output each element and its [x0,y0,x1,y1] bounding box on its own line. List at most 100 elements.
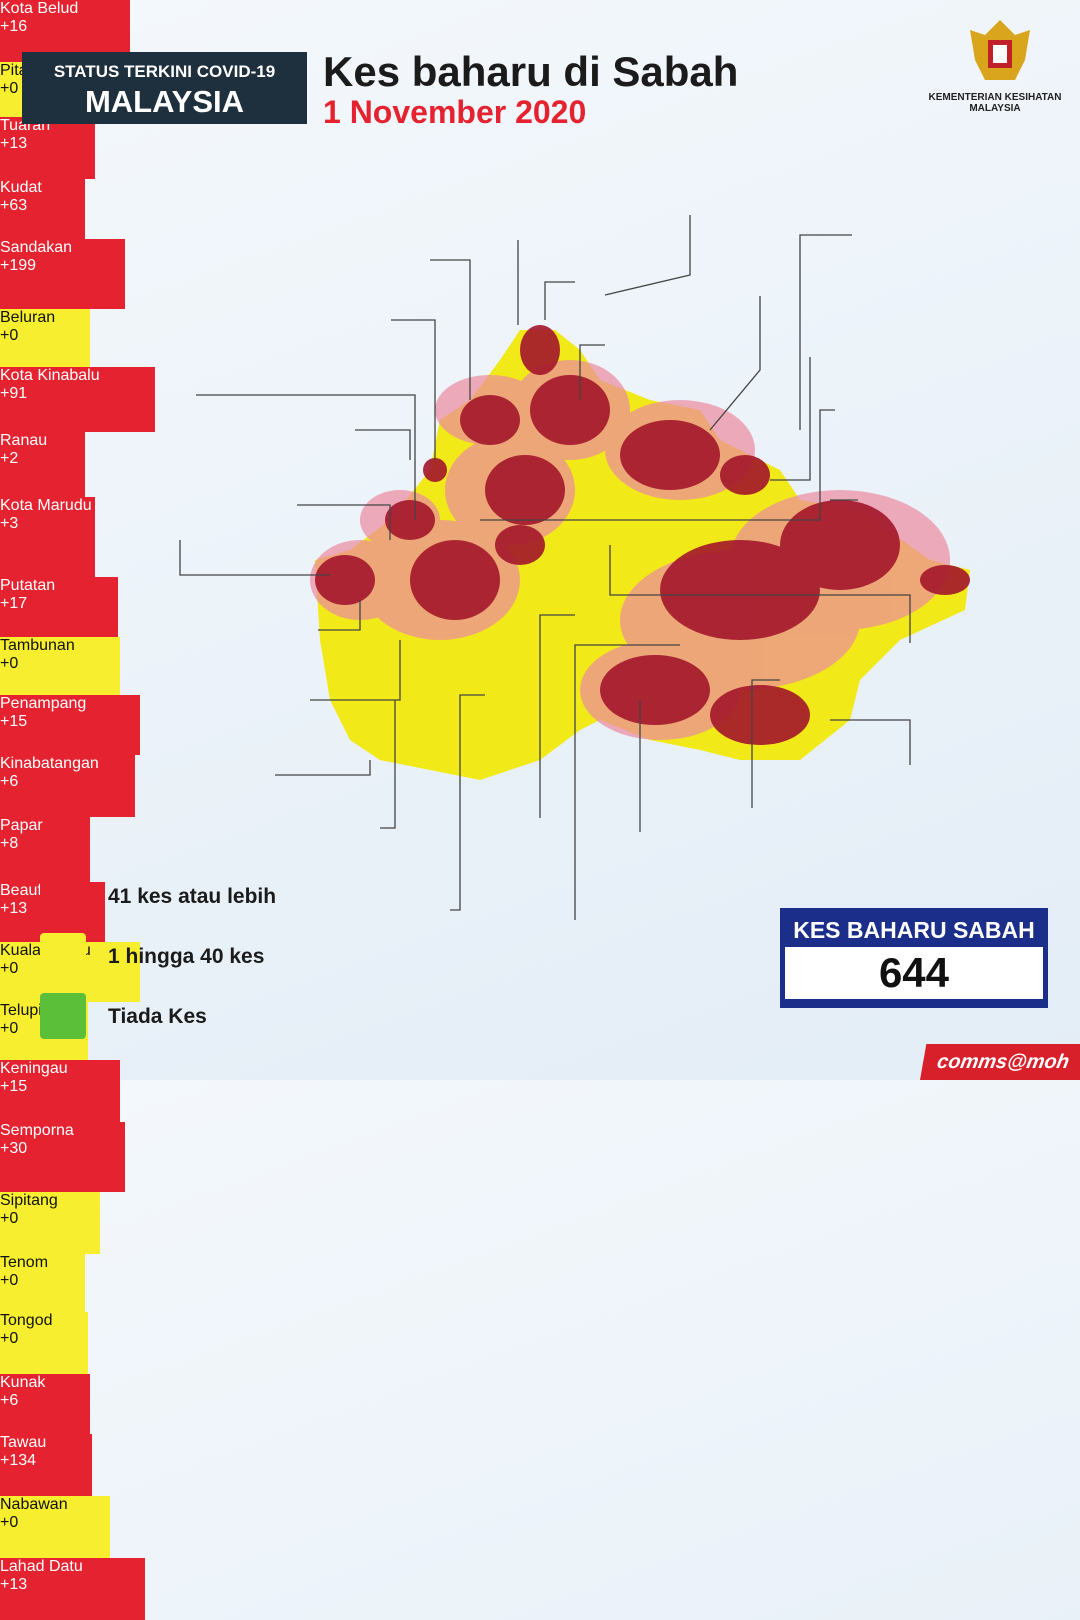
district-cases: +0 [0,655,19,672]
leader-line [310,640,401,701]
leader-line [770,357,811,481]
sabah-map [179,215,970,920]
district-box: Nabawan +0 [0,1496,110,1558]
leader-line [579,344,605,400]
leader-line [539,614,575,818]
district-name: Kota Marudu [0,497,92,514]
badge-line1: STATUS TERKINI COVID-19 [53,62,276,81]
district-box: Tawau +134 [0,1434,92,1496]
district-box: Tenom +0 [0,1254,85,1312]
district-box: Beluran +0 [0,309,90,367]
district-name: Tambunan [0,637,75,654]
district-name: Semporna [0,1122,74,1139]
leader-lines [179,215,911,920]
leader-line [574,644,680,920]
district-cases: +199 [0,257,37,274]
leader-line [430,259,471,400]
district-cases: +6 [0,773,19,790]
district-cases: +0 [0,1330,19,1347]
leader-line [275,760,371,776]
district-name: Kunak [0,1374,46,1391]
district-box: Kinabatangan +6 [0,755,135,817]
district-name: Keningau [0,1060,68,1077]
district-cases: +134 [0,1452,37,1469]
district-box: Tongod +0 [0,1312,88,1374]
district-cases: +0 [0,1020,19,1037]
district-cases: +15 [0,713,28,730]
district-name: Nabawan [0,1496,68,1513]
district-cases: +3 [0,515,19,532]
district-box: Tuaran +13 [0,117,95,179]
district-cases: +0 [0,1272,19,1289]
district-cases: +2 [0,450,19,467]
legend-swatch [40,933,86,979]
district-box: Kota Kinabalu +91 [0,367,155,432]
leader-line [450,694,485,911]
district-box: Penampang +15 [0,695,140,755]
district-name: Kota Belud [0,0,79,17]
crest [970,20,1030,80]
leader-line [391,319,436,460]
legend-swatch [40,993,86,1039]
leader-line [355,429,411,460]
district-box: Lahad Datu +13 [0,1558,145,1620]
district-name: Telupid [0,1002,51,1019]
district-cases: +0 [0,327,19,344]
leader-line [544,281,575,320]
leader-line [709,296,761,431]
district-name: Sipitang [0,1192,58,1209]
district-cases: +16 [0,18,28,35]
district-cases: +63 [0,197,28,214]
leader-line [751,679,780,808]
legend-label: 41 kes atau lebih [108,885,277,908]
district-cases: +6 [0,1392,19,1409]
district-name: Tawau [0,1434,47,1451]
district-box: Tambunan +0 [0,637,120,695]
leader-line [179,540,330,576]
district-name: Sandakan [0,239,73,256]
leader-line [799,234,852,430]
district-cases: +17 [0,595,28,612]
district-box: Semporna +30 [0,1122,125,1192]
ministry-line2: MALAYSIA [969,103,1021,114]
district-cases: +15 [0,1078,28,1095]
status-badge: STATUS TERKINI COVID-19 MALAYSIA [22,52,307,124]
leader-line [380,700,396,829]
district-box: Kota Belud +16 [0,0,130,62]
ministry: KEMENTERIAN KESIHATAN MALAYSIA [920,92,1070,114]
district-name: Tenom [0,1254,49,1271]
district-box: Kudat +63 [0,179,85,239]
district-cases: +0 [0,80,19,97]
total-value: 644 [785,947,1043,999]
leader-line [604,215,691,296]
district-name: Putatan [0,577,56,594]
leader-line [318,600,361,631]
leader-line [609,545,911,643]
district-cases: +0 [0,1210,19,1227]
total-label: KES BAHARU SABAH [793,917,1035,943]
district-box: Kunak +6 [0,1374,90,1434]
district-cases: +0 [0,1514,19,1531]
district-name: Beluran [0,309,56,326]
district-cases: +8 [0,835,19,852]
district-name: Lahad Datu [0,1558,83,1575]
district-name: Penampang [0,695,87,712]
leader-line [830,719,911,765]
legend-label: 1 hingga 40 kes [108,945,265,968]
district-box: Sipitang +0 [0,1192,100,1254]
legend-label: Tiada Kes [108,1005,207,1028]
ministry-line1: KEMENTERIAN KESIHATAN [928,92,1062,103]
leader-line [297,504,391,540]
total-box: KES BAHARU SABAH 644 [780,908,1048,1008]
district-name: Tongod [0,1312,53,1329]
date: 1 November 2020 [323,94,587,130]
district-name: Papar [0,817,43,834]
district-box: Papar +8 [0,817,90,882]
title: Kes baharu di Sabah [323,48,739,95]
leader-line [196,394,416,520]
district-box: Ranau +2 [0,432,85,497]
district-cases: +13 [0,900,28,917]
district-name: Kota Kinabalu [0,367,100,384]
district-name: Ranau [0,432,48,449]
